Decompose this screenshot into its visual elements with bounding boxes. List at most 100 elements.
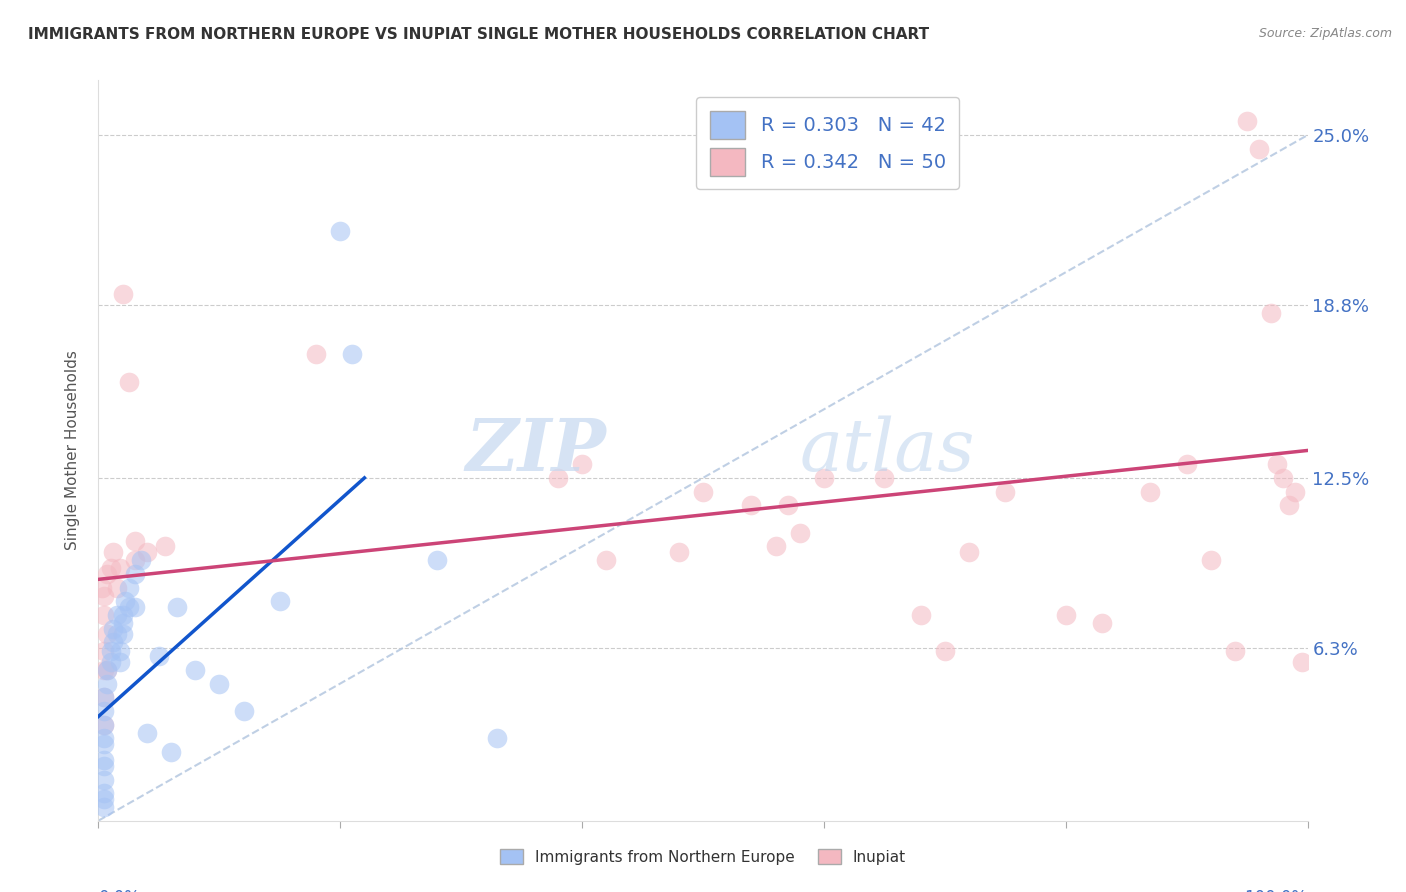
Point bbox=[93, 643, 115, 657]
Point bbox=[129, 553, 152, 567]
Point bbox=[1267, 457, 1289, 471]
Point bbox=[934, 643, 956, 657]
Point bbox=[101, 545, 124, 559]
Point bbox=[93, 791, 115, 805]
Point bbox=[1260, 306, 1282, 320]
Point bbox=[93, 717, 115, 731]
Point bbox=[93, 731, 115, 746]
Point bbox=[114, 594, 136, 608]
Point bbox=[1272, 471, 1295, 485]
Point bbox=[135, 726, 157, 740]
Text: atlas: atlas bbox=[800, 415, 976, 486]
Point bbox=[957, 545, 980, 559]
Point bbox=[1278, 498, 1301, 512]
Point bbox=[1054, 607, 1077, 622]
Point bbox=[96, 627, 118, 641]
Point bbox=[305, 347, 328, 361]
Point bbox=[111, 287, 134, 301]
Point bbox=[547, 471, 569, 485]
Point bbox=[118, 581, 141, 595]
Point bbox=[93, 759, 115, 773]
Point bbox=[776, 498, 799, 512]
Point bbox=[96, 566, 118, 581]
Point bbox=[93, 663, 115, 677]
Point bbox=[105, 607, 128, 622]
Text: ZIP: ZIP bbox=[465, 415, 606, 486]
Point bbox=[105, 627, 128, 641]
Point bbox=[118, 375, 141, 389]
Point bbox=[108, 561, 131, 575]
Point bbox=[1249, 142, 1271, 156]
Point bbox=[765, 540, 787, 554]
Point bbox=[1139, 484, 1161, 499]
Point bbox=[93, 607, 115, 622]
Point bbox=[101, 622, 124, 636]
Point bbox=[111, 616, 134, 631]
Point bbox=[166, 599, 188, 614]
Point bbox=[1091, 616, 1114, 631]
Point bbox=[124, 599, 146, 614]
Point bbox=[96, 663, 118, 677]
Point bbox=[342, 347, 364, 361]
Point bbox=[740, 498, 762, 512]
Text: 0.0%: 0.0% bbox=[98, 889, 141, 892]
Point bbox=[111, 607, 134, 622]
Legend: Immigrants from Northern Europe, Inupiat: Immigrants from Northern Europe, Inupiat bbox=[492, 841, 914, 872]
Point bbox=[153, 540, 176, 554]
Point bbox=[571, 457, 593, 471]
Text: IMMIGRANTS FROM NORTHERN EUROPE VS INUPIAT SINGLE MOTHER HOUSEHOLDS CORRELATION : IMMIGRANTS FROM NORTHERN EUROPE VS INUPI… bbox=[28, 27, 929, 42]
Point bbox=[595, 553, 617, 567]
Point bbox=[1175, 457, 1198, 471]
Point bbox=[813, 471, 835, 485]
Point bbox=[124, 533, 146, 548]
Point bbox=[208, 676, 231, 690]
Point bbox=[93, 704, 115, 718]
Point bbox=[93, 717, 115, 731]
Point bbox=[93, 753, 115, 767]
Point bbox=[148, 649, 170, 664]
Point bbox=[93, 737, 115, 751]
Point bbox=[101, 635, 124, 649]
Point bbox=[692, 484, 714, 499]
Point bbox=[93, 772, 115, 787]
Point bbox=[93, 690, 115, 705]
Point bbox=[100, 561, 122, 575]
Point bbox=[118, 599, 141, 614]
Point bbox=[93, 589, 115, 603]
Point bbox=[111, 627, 134, 641]
Point bbox=[93, 800, 115, 814]
Text: 100.0%: 100.0% bbox=[1244, 889, 1308, 892]
Point bbox=[329, 224, 352, 238]
Point bbox=[994, 484, 1017, 499]
Point bbox=[1291, 655, 1313, 669]
Point bbox=[184, 663, 207, 677]
Point bbox=[486, 731, 509, 746]
Point bbox=[100, 655, 122, 669]
Point bbox=[1223, 643, 1246, 657]
Point bbox=[100, 643, 122, 657]
Point bbox=[93, 786, 115, 800]
Point bbox=[96, 663, 118, 677]
Point bbox=[873, 471, 896, 485]
Point bbox=[160, 745, 183, 759]
Point bbox=[124, 553, 146, 567]
Text: Source: ZipAtlas.com: Source: ZipAtlas.com bbox=[1258, 27, 1392, 40]
Point bbox=[105, 581, 128, 595]
Point bbox=[91, 581, 114, 595]
Point bbox=[426, 553, 449, 567]
Point bbox=[135, 545, 157, 559]
Point bbox=[96, 676, 118, 690]
Point bbox=[1284, 484, 1306, 499]
Point bbox=[668, 545, 690, 559]
Point bbox=[93, 690, 115, 705]
Y-axis label: Single Mother Households: Single Mother Households bbox=[65, 351, 80, 550]
Point bbox=[108, 643, 131, 657]
Point bbox=[124, 566, 146, 581]
Point bbox=[108, 655, 131, 669]
Point bbox=[1199, 553, 1222, 567]
Point bbox=[269, 594, 291, 608]
Point bbox=[910, 607, 932, 622]
Point bbox=[232, 704, 254, 718]
Point bbox=[789, 525, 811, 540]
Point bbox=[1236, 114, 1258, 128]
